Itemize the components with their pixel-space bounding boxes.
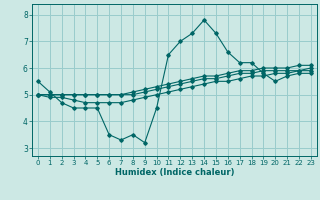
X-axis label: Humidex (Indice chaleur): Humidex (Indice chaleur) bbox=[115, 168, 234, 177]
